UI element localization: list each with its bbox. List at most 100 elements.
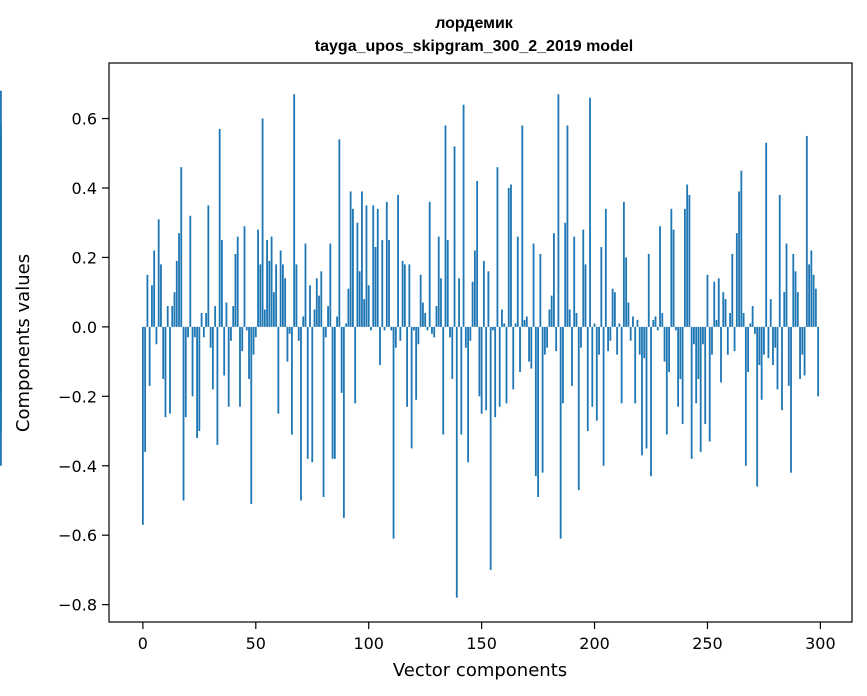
bar (205, 312, 208, 327)
bar (790, 326, 792, 473)
bar (523, 319, 526, 327)
bar (419, 274, 422, 327)
bar (749, 323, 752, 327)
bar (546, 326, 549, 348)
bar (379, 326, 381, 366)
bar (715, 319, 718, 327)
bar (372, 205, 375, 327)
bar (539, 253, 542, 327)
bar (302, 316, 305, 327)
bar (602, 326, 605, 466)
bar (679, 326, 682, 379)
bar (693, 326, 695, 345)
bar (482, 260, 485, 327)
bar (808, 264, 810, 327)
bar (352, 208, 354, 327)
bar (717, 278, 720, 327)
y-tick-label: 0.6 (72, 110, 97, 129)
bar (796, 292, 799, 327)
bar (492, 326, 494, 331)
bar (598, 326, 600, 355)
bar (164, 326, 167, 418)
bar (144, 326, 147, 452)
bar (738, 191, 740, 327)
bar (442, 326, 445, 435)
bar (711, 326, 713, 355)
bar (767, 326, 770, 359)
bar (340, 326, 343, 393)
bar (455, 326, 458, 598)
bar (388, 240, 390, 327)
bar (661, 312, 664, 327)
x-axis-label: Vector components (393, 660, 567, 681)
bar (347, 288, 350, 327)
x-axis: 0 50 100 150 200 250 300 (138, 622, 836, 653)
bar (600, 247, 603, 327)
bar (250, 326, 253, 504)
bar (171, 306, 174, 327)
bar (467, 326, 469, 463)
bar (198, 326, 201, 432)
bar (568, 309, 571, 327)
bar (315, 278, 318, 327)
bar (403, 264, 406, 327)
bar (650, 326, 652, 477)
bar (476, 181, 479, 327)
bar (534, 326, 537, 477)
bar (706, 274, 709, 327)
bar (241, 326, 244, 352)
bar (440, 278, 442, 327)
bar (281, 264, 284, 327)
bar (623, 201, 625, 327)
bar (532, 243, 535, 327)
bar (740, 170, 743, 327)
bar (318, 295, 320, 327)
bar (449, 326, 451, 338)
bar (489, 326, 492, 570)
bar (571, 326, 573, 386)
bar (422, 302, 424, 327)
bar (677, 326, 680, 407)
bar (200, 312, 203, 327)
bar (713, 281, 716, 327)
bar (0, 90, 2, 327)
bar (169, 326, 171, 414)
bar (704, 326, 707, 425)
bar (410, 326, 413, 449)
bar (514, 323, 517, 327)
bar (189, 215, 192, 327)
bar (444, 125, 447, 327)
x-tick-label: 200 (579, 634, 610, 653)
bar (510, 184, 512, 327)
bar (263, 309, 266, 327)
bar (248, 326, 250, 379)
bar (417, 326, 420, 345)
bar (681, 326, 684, 425)
bar (279, 250, 282, 327)
bar (306, 326, 309, 459)
bar (530, 326, 533, 369)
bar (166, 306, 169, 327)
bar (202, 326, 205, 338)
bar (338, 139, 341, 327)
bar (236, 236, 239, 327)
bar (724, 299, 727, 327)
bar (324, 326, 327, 338)
bar (148, 326, 151, 386)
bar (374, 247, 377, 327)
bar (216, 326, 219, 445)
bar (471, 281, 474, 327)
chart-subtitle: tayga_upos_skipgram_300_2_2019 model (315, 38, 633, 55)
bar (358, 271, 361, 327)
bar (322, 326, 325, 498)
bar (683, 208, 686, 327)
y-tick-label: −0.4 (58, 457, 97, 476)
bar (268, 260, 271, 327)
bar (575, 312, 578, 327)
bar (487, 271, 490, 327)
bar (810, 250, 813, 327)
bar (286, 326, 289, 362)
bar (512, 326, 515, 390)
bar (670, 208, 673, 327)
bar (342, 326, 345, 518)
